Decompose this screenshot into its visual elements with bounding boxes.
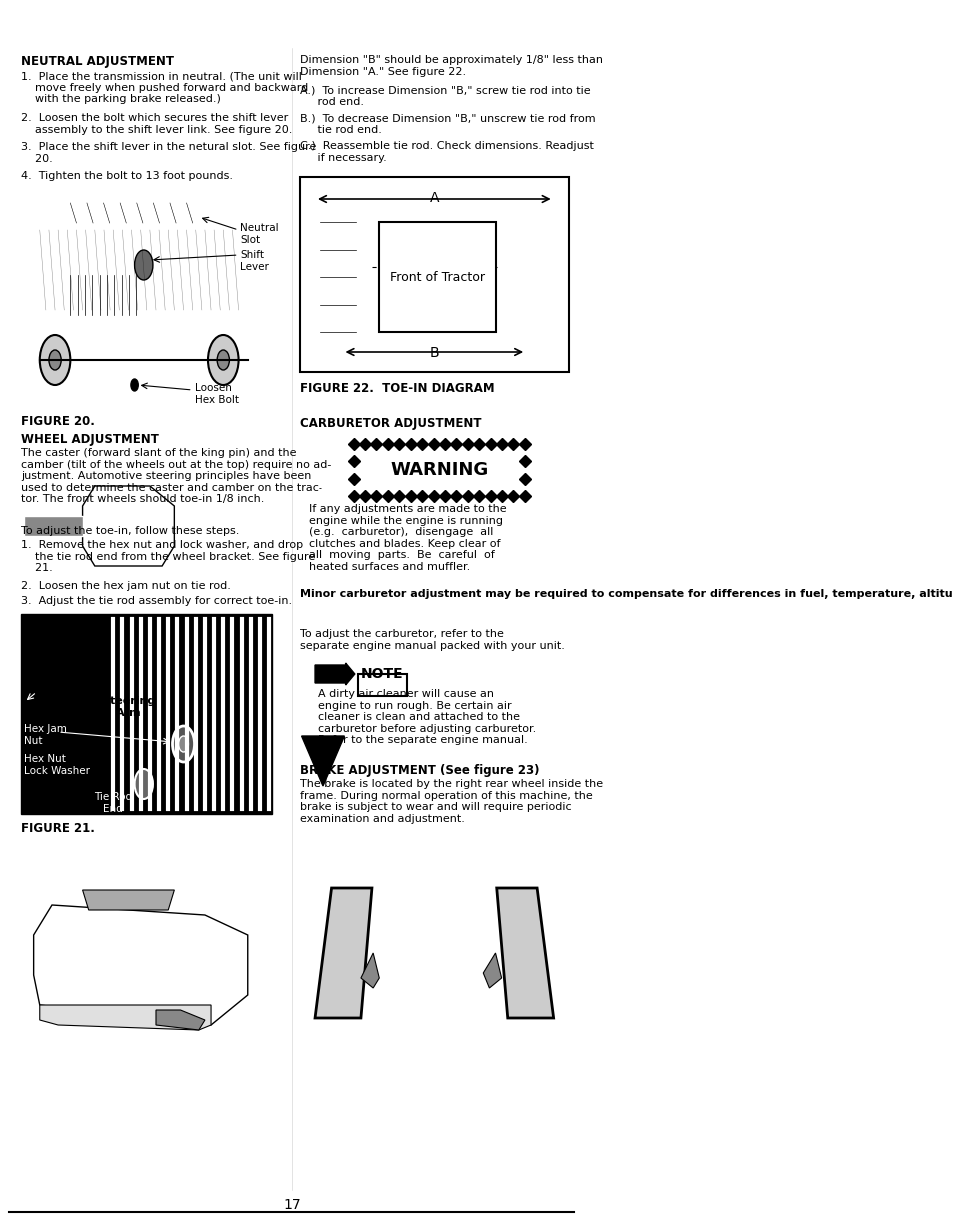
Text: Tie Rod
End: Tie Rod End xyxy=(94,792,132,813)
Circle shape xyxy=(208,335,238,385)
Text: FIGURE 21.: FIGURE 21. xyxy=(21,822,95,835)
Text: Steering
Arm: Steering Arm xyxy=(102,696,155,717)
Polygon shape xyxy=(156,1010,205,1030)
Text: NOTE: NOTE xyxy=(360,667,403,681)
Circle shape xyxy=(178,736,189,752)
Text: WHEEL ADJUSTMENT: WHEEL ADJUSTMENT xyxy=(21,433,159,446)
Text: B.)  To decrease Dimension "B," unscrew tie rod from
     tie rod end.: B.) To decrease Dimension "B," unscrew t… xyxy=(299,113,595,134)
Text: If any adjustments are made to the
engine while the engine is running
(e.g.  car: If any adjustments are made to the engin… xyxy=(309,504,506,572)
Text: CARBURETOR ADJUSTMENT: CARBURETOR ADJUSTMENT xyxy=(299,417,480,430)
Bar xyxy=(299,177,568,371)
Text: Neutral
Slot: Neutral Slot xyxy=(240,223,278,245)
Polygon shape xyxy=(301,736,344,786)
Polygon shape xyxy=(25,517,83,536)
Circle shape xyxy=(172,726,194,763)
Text: FIGURE 20.: FIGURE 20. xyxy=(21,415,95,428)
Circle shape xyxy=(49,351,61,370)
Text: !: ! xyxy=(317,470,329,494)
Text: Front of Tractor: Front of Tractor xyxy=(390,271,484,283)
Text: 2.  Loosen the hex jam nut on tie rod.: 2. Loosen the hex jam nut on tie rod. xyxy=(21,581,231,590)
Bar xyxy=(379,221,495,332)
Circle shape xyxy=(40,335,71,385)
Text: 2.  Loosen the bolt which secures the shift lever
    assembly to the shift leve: 2. Loosen the bolt which secures the shi… xyxy=(21,113,293,134)
Polygon shape xyxy=(483,953,501,988)
Text: BRAKE ADJUSTMENT (See figure 23): BRAKE ADJUSTMENT (See figure 23) xyxy=(299,764,538,777)
Text: Hex Jam
Nut: Hex Jam Nut xyxy=(25,724,68,745)
Bar xyxy=(21,614,272,814)
FancyArrow shape xyxy=(314,663,355,685)
Text: A: A xyxy=(429,191,438,205)
Text: To adjust the toe-in, follow these steps.: To adjust the toe-in, follow these steps… xyxy=(21,526,239,536)
Circle shape xyxy=(131,379,138,391)
Polygon shape xyxy=(40,1005,211,1030)
Text: The caster (forward slant of the king pin) and the
camber (tilt of the wheels ou: The caster (forward slant of the king pi… xyxy=(21,448,332,504)
Text: 3.  Adjust the tie rod assembly for correct toe-in.: 3. Adjust the tie rod assembly for corre… xyxy=(21,597,293,606)
Polygon shape xyxy=(83,486,174,566)
Text: Minor carburetor adjustment may be required to compensate for differences in fue: Minor carburetor adjustment may be requi… xyxy=(299,589,953,599)
Text: Loosen
Hex Bolt: Loosen Hex Bolt xyxy=(194,383,238,405)
Text: 1.  Remove the hex nut and lock washer, and drop
    the tie rod end from the wh: 1. Remove the hex nut and lock washer, a… xyxy=(21,540,315,573)
Text: B: B xyxy=(429,346,438,360)
Polygon shape xyxy=(83,891,174,910)
Text: WARNING: WARNING xyxy=(390,461,488,478)
Text: 4.  Tighten the bolt to 13 foot pounds.: 4. Tighten the bolt to 13 foot pounds. xyxy=(21,171,233,181)
Bar xyxy=(354,444,524,496)
Text: Dimension "B" should be approximately 1/8" less than
Dimension "A." See figure 2: Dimension "B" should be approximately 1/… xyxy=(299,55,602,76)
Text: C.)  Reassemble tie rod. Check dimensions. Readjust
     if necessary.: C.) Reassemble tie rod. Check dimensions… xyxy=(299,141,593,162)
Text: A.)  To increase Dimension "B," screw tie rod into tie
     rod end.: A.) To increase Dimension "B," screw tie… xyxy=(299,85,590,107)
Polygon shape xyxy=(314,888,372,1018)
Text: Tie
Rod: Tie Rod xyxy=(1,692,20,713)
Text: 3.  Place the shift lever in the netural slot. See figure
    20.: 3. Place the shift lever in the netural … xyxy=(21,141,316,164)
Circle shape xyxy=(134,769,152,800)
Text: Shift
Lever: Shift Lever xyxy=(240,250,269,272)
Text: 1.  Place the transmission in neutral. (The unit will
    move freely when pushe: 1. Place the transmission in neutral. (T… xyxy=(21,71,309,105)
Circle shape xyxy=(134,250,152,280)
Text: A dirty air cleaner will cause an
engine to run rough. Be certain air
cleaner is: A dirty air cleaner will cause an engine… xyxy=(317,689,536,745)
Circle shape xyxy=(217,351,229,370)
Bar xyxy=(357,674,406,696)
Text: The brake is located by the right rear wheel inside the
frame. During normal ope: The brake is located by the right rear w… xyxy=(299,779,602,824)
Text: 17: 17 xyxy=(283,1198,300,1212)
Text: FIGURE 22.  TOE-IN DIAGRAM: FIGURE 22. TOE-IN DIAGRAM xyxy=(299,383,494,395)
Text: NEUTRAL ADJUSTMENT: NEUTRAL ADJUSTMENT xyxy=(21,55,174,68)
Polygon shape xyxy=(360,953,379,988)
Text: Hex Nut
Lock Washer: Hex Nut Lock Washer xyxy=(25,754,91,776)
Text: To adjust the carburetor, refer to the
separate engine manual packed with your u: To adjust the carburetor, refer to the s… xyxy=(299,629,564,651)
Polygon shape xyxy=(497,888,553,1018)
